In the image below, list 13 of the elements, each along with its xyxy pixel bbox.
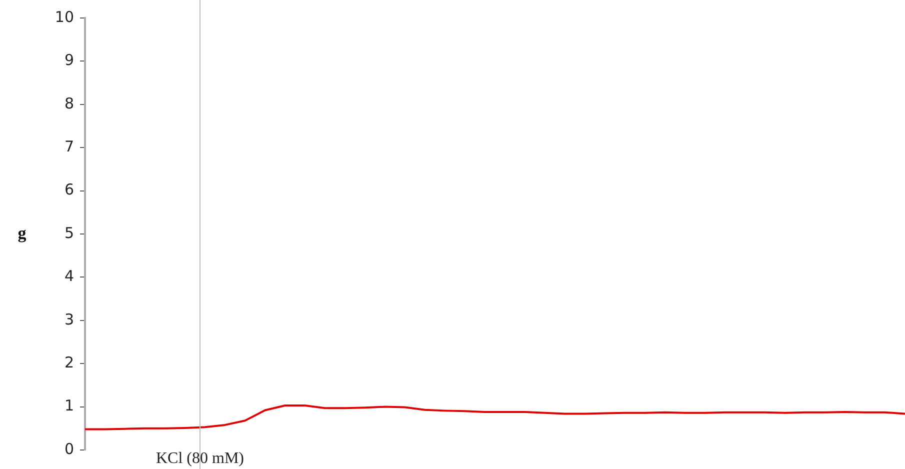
- y-tick-label: 8: [64, 94, 74, 112]
- y-tick-label: 6: [64, 180, 74, 199]
- y-tick-label: 5: [64, 224, 74, 242]
- y-tick-label: 1: [64, 396, 74, 415]
- y-tick-label: 4: [64, 267, 74, 286]
- y-tick-label: 7: [64, 137, 74, 156]
- text: KCl (80 mM): [156, 450, 244, 468]
- y-tick-label: 2: [64, 353, 74, 372]
- y-axis-title: g: [18, 223, 27, 242]
- y-tick-label: 10: [54, 8, 74, 26]
- y-tick-label: 3: [64, 310, 74, 328]
- y-tick-label: 9: [64, 51, 74, 70]
- y-tick-label: 0: [64, 440, 74, 458]
